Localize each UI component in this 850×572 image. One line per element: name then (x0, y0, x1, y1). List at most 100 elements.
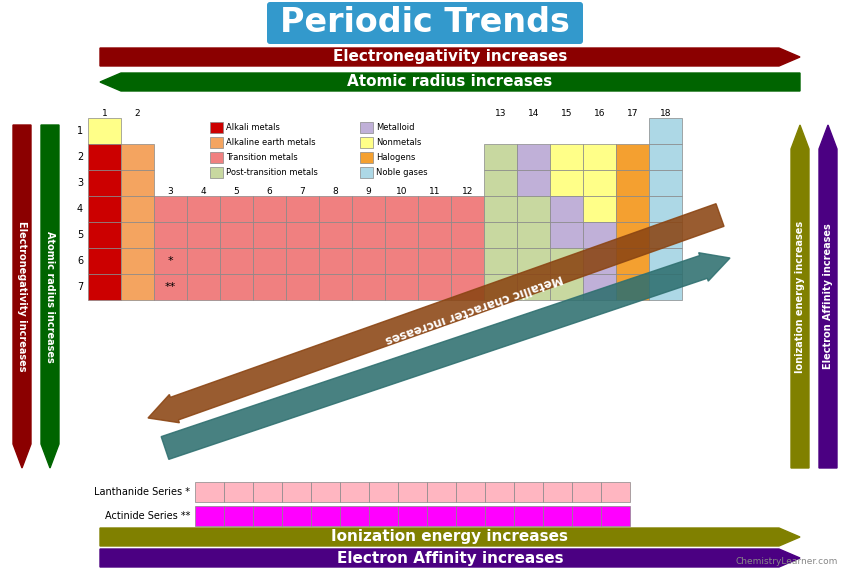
Bar (649, 170, 682, 196)
Bar (616, 170, 649, 196)
Text: 11: 11 (428, 186, 440, 196)
FancyArrow shape (162, 253, 730, 459)
Bar (398, 482, 427, 502)
Bar (352, 274, 385, 300)
Bar (550, 248, 583, 274)
Bar (543, 506, 572, 526)
Bar (187, 222, 220, 248)
Text: 6: 6 (267, 186, 272, 196)
Text: Actinide Series **: Actinide Series ** (105, 511, 190, 521)
Bar (649, 222, 682, 248)
Bar (550, 274, 583, 300)
Bar (583, 248, 616, 274)
Bar (398, 506, 427, 526)
Bar (286, 248, 319, 274)
Bar (286, 274, 319, 300)
Bar (583, 274, 616, 300)
Bar (319, 248, 352, 274)
Bar (418, 274, 451, 300)
Text: Halogens: Halogens (376, 153, 416, 162)
Bar (385, 248, 418, 274)
Bar (369, 482, 398, 502)
Bar (360, 137, 373, 148)
Text: 3: 3 (77, 178, 83, 188)
Bar (484, 144, 517, 170)
Text: Alkaline earth metals: Alkaline earth metals (226, 138, 315, 147)
Bar (385, 196, 418, 222)
Bar (121, 248, 154, 274)
FancyArrow shape (41, 125, 59, 468)
Text: 8: 8 (332, 186, 338, 196)
Bar (484, 248, 517, 274)
Bar (517, 248, 550, 274)
Bar (583, 170, 616, 196)
Text: Ionization energy increases: Ionization energy increases (332, 530, 569, 545)
Bar (485, 482, 514, 502)
Bar (121, 170, 154, 196)
Bar (572, 482, 601, 502)
Bar (253, 506, 282, 526)
Text: 5: 5 (76, 230, 83, 240)
Bar (616, 144, 649, 170)
Bar (427, 506, 456, 526)
FancyBboxPatch shape (267, 2, 583, 44)
Bar (451, 248, 484, 274)
Text: Electronegativity increases: Electronegativity increases (333, 50, 567, 65)
Text: 2: 2 (76, 152, 83, 162)
Bar (154, 222, 187, 248)
Bar (427, 482, 456, 502)
Bar (121, 144, 154, 170)
FancyArrow shape (791, 125, 809, 468)
Bar (601, 482, 630, 502)
Bar (616, 222, 649, 248)
Bar (210, 137, 223, 148)
Bar (253, 248, 286, 274)
Bar (187, 248, 220, 274)
Bar (456, 482, 485, 502)
Bar (253, 274, 286, 300)
Text: Noble gases: Noble gases (376, 168, 428, 177)
Bar (154, 196, 187, 222)
Text: Metalloid: Metalloid (376, 123, 415, 132)
Bar (311, 482, 340, 502)
Bar (649, 196, 682, 222)
Text: 4: 4 (77, 204, 83, 214)
Bar (485, 506, 514, 526)
Bar (418, 196, 451, 222)
Bar (319, 222, 352, 248)
Bar (187, 196, 220, 222)
Bar (484, 196, 517, 222)
Bar (210, 152, 223, 163)
Bar (451, 274, 484, 300)
Text: 1: 1 (102, 109, 107, 117)
Text: Atomic radius increases: Atomic radius increases (348, 74, 552, 89)
Bar (88, 196, 121, 222)
Text: 4: 4 (201, 186, 207, 196)
Bar (352, 222, 385, 248)
Text: 7: 7 (76, 282, 83, 292)
Bar (352, 196, 385, 222)
Bar (195, 482, 224, 502)
Bar (517, 196, 550, 222)
Bar (286, 222, 319, 248)
Bar (319, 274, 352, 300)
Bar (451, 196, 484, 222)
Bar (649, 274, 682, 300)
Bar (583, 144, 616, 170)
Text: Ionization energy increases: Ionization energy increases (795, 220, 805, 372)
Bar (616, 274, 649, 300)
Text: 12: 12 (462, 186, 473, 196)
Bar (601, 506, 630, 526)
Text: Lanthanide Series *: Lanthanide Series * (94, 487, 190, 497)
Bar (543, 482, 572, 502)
Text: 10: 10 (396, 186, 407, 196)
Text: 18: 18 (660, 109, 672, 117)
Bar (583, 222, 616, 248)
Bar (456, 506, 485, 526)
Text: 15: 15 (561, 109, 572, 117)
Bar (514, 482, 543, 502)
Bar (484, 274, 517, 300)
Bar (253, 222, 286, 248)
Bar (220, 222, 253, 248)
FancyArrow shape (100, 549, 800, 567)
